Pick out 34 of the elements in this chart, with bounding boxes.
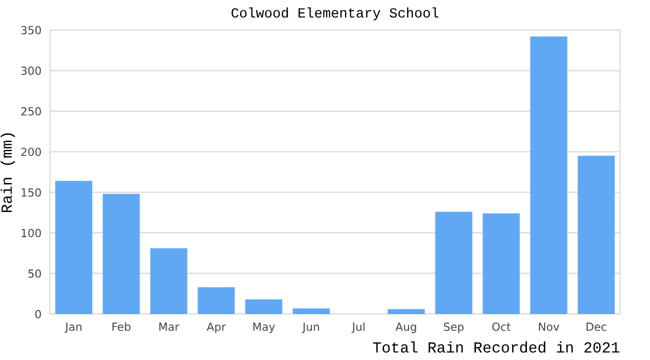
y-tick-label: 250 bbox=[21, 107, 41, 116]
x-tick-label: Jan bbox=[64, 322, 82, 333]
bar bbox=[482, 213, 520, 314]
x-tick-label: Jul bbox=[351, 322, 364, 333]
x-tick-label: Nov bbox=[538, 322, 560, 331]
x-tick-label: Aug bbox=[395, 322, 416, 334]
y-tick-label: 300 bbox=[21, 66, 41, 75]
chart-title: Colwood Elementary School bbox=[232, 7, 438, 20]
bar bbox=[245, 299, 282, 314]
x-tick-label: Feb bbox=[112, 322, 130, 331]
x-tick-label: Mar bbox=[159, 322, 180, 331]
x-tick-label: Sep bbox=[444, 322, 464, 334]
bar bbox=[292, 308, 330, 314]
x-tick-label: Dec bbox=[586, 322, 606, 331]
y-tick-label: 200 bbox=[21, 148, 41, 156]
bar bbox=[55, 180, 92, 314]
y-axis-title: Rain (mm) bbox=[0, 133, 15, 212]
bar bbox=[530, 36, 568, 314]
y-tick-label: 50 bbox=[28, 269, 41, 278]
y-tick-label: 0 bbox=[35, 310, 41, 318]
x-tick-label: Oct bbox=[492, 322, 511, 331]
bar bbox=[102, 194, 140, 314]
x-tick-label: Apr bbox=[206, 322, 226, 334]
y-tick-label: 100 bbox=[22, 228, 41, 238]
x-axis-title: Total Rain Recorded in 2021 bbox=[373, 341, 620, 353]
bar bbox=[198, 287, 235, 314]
y-tick-label: 350 bbox=[21, 26, 41, 34]
x-tick-label: May bbox=[253, 322, 275, 334]
bar bbox=[150, 248, 188, 314]
x-tick-label: Jun bbox=[302, 322, 319, 333]
bar bbox=[388, 309, 425, 314]
bar bbox=[578, 156, 615, 314]
bar bbox=[435, 212, 472, 314]
y-tick-label: 150 bbox=[22, 188, 41, 197]
